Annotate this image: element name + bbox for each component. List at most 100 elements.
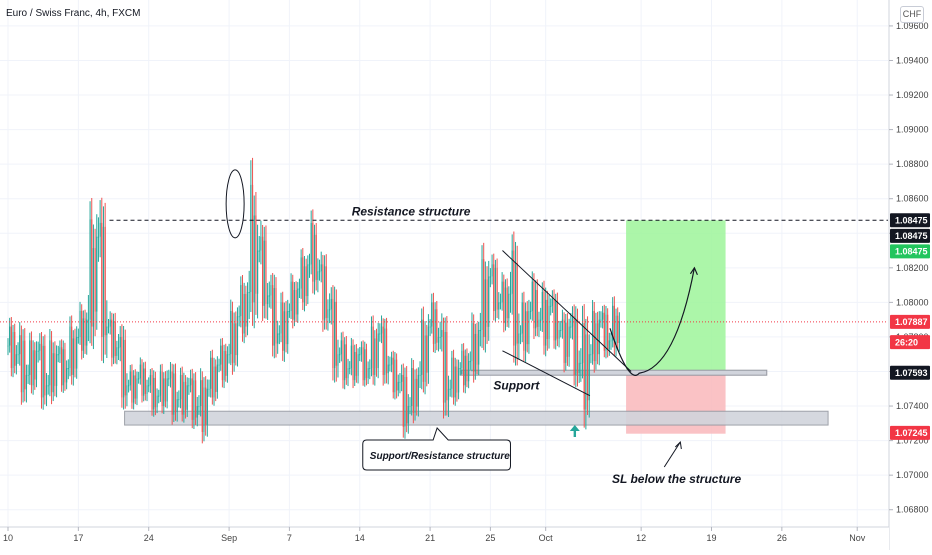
candle-body — [610, 340, 612, 342]
candle-body — [538, 319, 540, 327]
channel-upper-line — [502, 250, 632, 372]
candle-body — [66, 368, 68, 383]
candle-body — [47, 385, 49, 387]
candle-body — [153, 377, 155, 410]
candle-body — [216, 364, 218, 392]
candle-body — [360, 347, 363, 355]
candle-body — [34, 350, 36, 380]
candle-body — [303, 266, 306, 303]
candle-body — [441, 330, 443, 337]
candle-body — [133, 375, 135, 403]
candle-body — [141, 364, 143, 396]
candle-body — [37, 350, 39, 352]
candle-body — [262, 236, 264, 306]
candle-body — [561, 319, 564, 331]
candle-body — [290, 281, 292, 312]
candle-body — [357, 354, 359, 376]
candle-body — [149, 374, 151, 386]
candle-body — [144, 368, 146, 394]
candle-body — [545, 299, 547, 346]
candle-body — [339, 354, 341, 356]
trade-zones — [124, 220, 829, 434]
candle-body — [30, 340, 33, 386]
up-arrow-icon — [569, 425, 580, 431]
candle-body — [602, 312, 604, 320]
candle-body — [114, 321, 116, 356]
candle-body — [42, 345, 44, 398]
candle-body — [493, 264, 495, 312]
candle-body — [168, 378, 170, 380]
candle-body — [200, 380, 202, 407]
candle-body — [432, 302, 435, 344]
candle-body — [603, 312, 605, 351]
candle-body — [504, 287, 507, 324]
candle-body — [454, 366, 456, 398]
candle-body — [308, 264, 311, 266]
candle-body — [404, 376, 406, 427]
candle-body — [215, 366, 217, 392]
candle-body — [516, 262, 518, 344]
candle-body — [385, 328, 388, 374]
candle-body — [213, 366, 215, 398]
time-axis-bg — [0, 527, 889, 550]
candle-body — [571, 316, 574, 327]
candle-body — [329, 309, 331, 311]
candle-body — [173, 373, 175, 415]
candle-body — [349, 368, 351, 370]
candle-body — [330, 298, 332, 310]
candle-body — [313, 234, 316, 282]
up-arrow-icon — [573, 430, 577, 437]
candle-body — [401, 374, 403, 382]
candle-body — [390, 357, 393, 365]
price-axis-bg — [889, 0, 932, 550]
candle-body — [521, 302, 523, 334]
time-axis[interactable]: 10 17 24 Sep 7 14 21 25 Oct 12 19 26 Nov — [0, 526, 889, 550]
candle-body — [307, 264, 309, 297]
candle-body — [367, 368, 369, 379]
candle-body — [318, 271, 321, 273]
candle-body — [287, 311, 289, 345]
candle-body — [87, 319, 89, 321]
candle-body — [436, 309, 438, 343]
candle-body — [10, 326, 12, 369]
candle-body — [439, 336, 441, 338]
candle-body — [481, 259, 483, 331]
y-tick-label: 1.09200 — [896, 90, 929, 100]
candle-body — [69, 326, 71, 369]
candle-body — [523, 302, 525, 351]
candle-body — [533, 281, 535, 329]
candle-body — [99, 222, 101, 237]
candle-body — [463, 350, 465, 386]
candle-body — [243, 293, 245, 334]
candle-body — [551, 298, 553, 306]
candle-body — [79, 311, 81, 337]
candle-body — [206, 388, 208, 425]
candles — [7, 157, 620, 444]
candle-body — [265, 240, 267, 305]
candle-body — [541, 292, 543, 320]
candle-body — [24, 340, 26, 390]
candle-body — [293, 290, 296, 320]
candle-body — [612, 305, 614, 341]
symbol-title[interactable]: Euro / Swiss Franc, 4h, FXCM — [6, 8, 141, 19]
currency-badge[interactable]: CHF — [900, 6, 924, 23]
candle-body — [280, 302, 282, 334]
candle-body — [573, 316, 575, 375]
candle-body — [74, 338, 76, 369]
y-tick-label: 1.08800 — [896, 159, 929, 169]
candle-body — [325, 266, 327, 318]
candle-body — [12, 331, 14, 369]
candle-body — [468, 361, 470, 382]
candle-body — [39, 343, 41, 351]
candle-body — [186, 385, 188, 410]
target-zone — [626, 220, 726, 374]
price-axis[interactable]: 1.068001.070001.072001.074001.076001.078… — [888, 0, 932, 550]
candle-body — [109, 319, 111, 327]
price-tag-label: 1.08475 — [895, 231, 928, 241]
candle-body — [583, 323, 585, 410]
y-tick-label: 1.07000 — [896, 470, 929, 480]
candle-body — [256, 250, 259, 294]
candle-body — [416, 378, 418, 407]
